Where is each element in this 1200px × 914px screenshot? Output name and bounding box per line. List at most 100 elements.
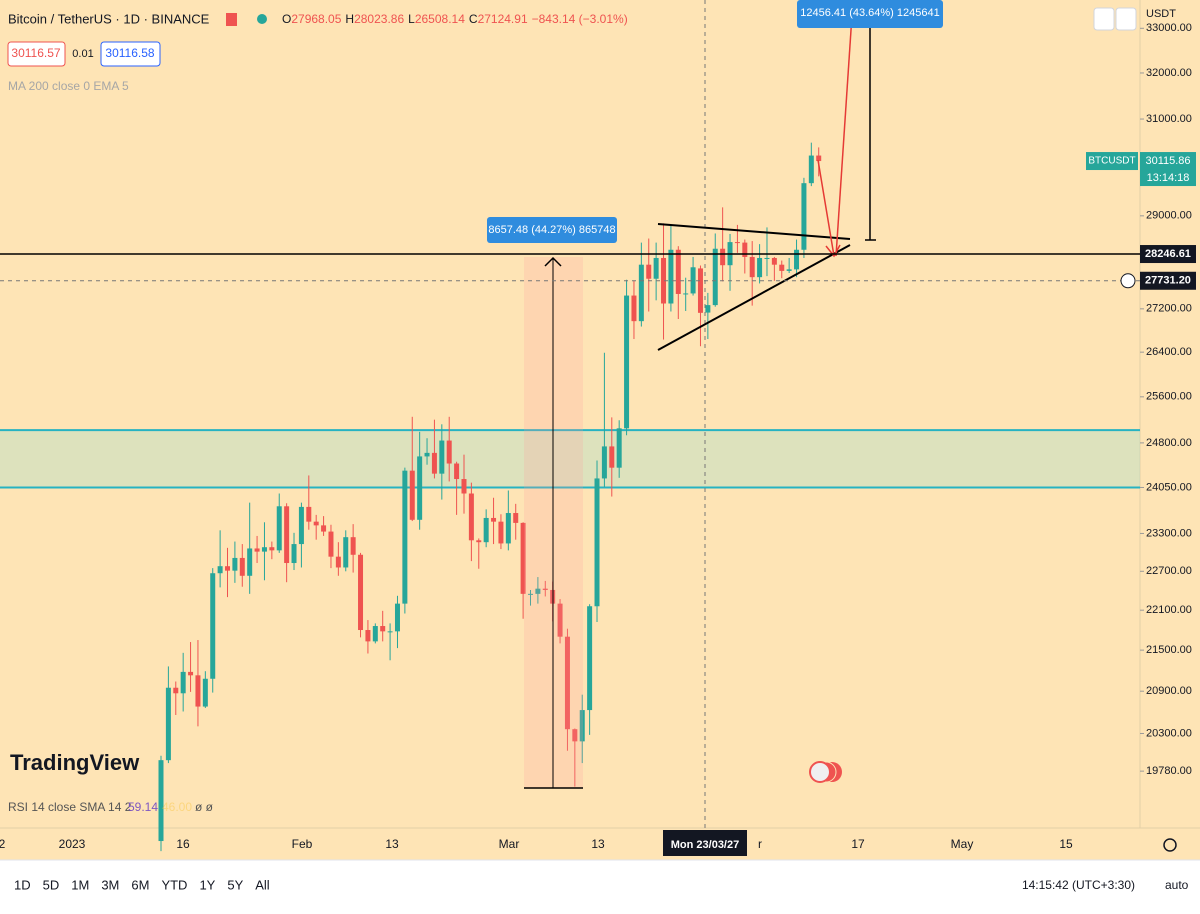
candle-body — [358, 554, 364, 631]
candle-body — [321, 525, 327, 532]
add-button[interactable] — [1120, 273, 1136, 289]
clock: 14:15:42 (UTC+3:30) — [1022, 878, 1135, 892]
spread: 0.01 — [72, 48, 93, 60]
candle-body — [505, 513, 511, 544]
button[interactable] — [1093, 7, 1115, 31]
range-button[interactable]: 1Y — [199, 877, 215, 892]
range-button[interactable]: 6M — [131, 877, 149, 892]
candle-body — [697, 268, 703, 313]
settings-icon[interactable] — [1163, 838, 1177, 852]
rsi-label: RSI 14 close SMA 14 2 — [8, 800, 132, 814]
rsi-sma: 46.00 — [162, 800, 192, 814]
buy-price[interactable]: 30116.58 — [105, 46, 154, 60]
scale-mode[interactable]: auto — [1165, 878, 1189, 892]
crosshair-label: 27731.20 — [1145, 275, 1191, 287]
candle-body — [417, 456, 423, 520]
candle-body — [668, 249, 674, 304]
crosshair-label-box — [1140, 271, 1196, 290]
candle-body — [801, 183, 807, 250]
candle-body — [616, 428, 622, 468]
candle-body — [335, 556, 341, 568]
candle-body — [720, 248, 726, 266]
ohlc-change: −843.14 (−3.01%) — [532, 12, 628, 26]
red-arrow — [817, 159, 835, 257]
candle-body — [298, 506, 304, 545]
candle-body — [394, 603, 400, 632]
candle-body — [542, 588, 548, 590]
candle-body — [771, 257, 777, 265]
plot — [0, 142, 1140, 852]
red-arrow-head — [825, 244, 841, 258]
ohlc-key: C — [469, 12, 478, 26]
candle-body — [468, 493, 474, 541]
ohlc: O27968.05 H28023.86 L26508.14 C27124.91 −843… — [282, 12, 628, 26]
candle-body — [491, 517, 497, 522]
level-label-box — [1140, 245, 1196, 264]
candle-body — [202, 678, 208, 707]
candle-body — [269, 547, 275, 551]
sell-price[interactable]: 30116.57 — [11, 46, 60, 60]
candle-body — [513, 513, 519, 523]
candle-body — [816, 155, 822, 162]
ohlc-key: O — [282, 12, 291, 26]
candle-body — [653, 257, 659, 279]
candle-body — [579, 710, 585, 742]
measure-label-box — [797, 0, 943, 28]
range-button[interactable]: 3M — [101, 877, 119, 892]
candle-body — [808, 155, 814, 184]
flag-icon — [226, 13, 237, 26]
candle-body — [232, 557, 238, 571]
x-tick-label: Mar — [499, 837, 520, 851]
candle-body — [557, 603, 563, 637]
candle-body — [794, 249, 800, 270]
x-tick-label: 2023 — [59, 837, 86, 851]
range-button[interactable]: 1D — [14, 877, 31, 892]
currency[interactable]: USDT — [1146, 8, 1176, 20]
candle-body — [424, 452, 430, 457]
candle-body — [195, 675, 201, 707]
candle-body — [520, 522, 526, 594]
candle-body — [572, 729, 578, 742]
x-tick-label: r — [758, 837, 762, 851]
ohlc-key: H — [345, 12, 354, 26]
measure-label-box — [487, 217, 617, 243]
last-price: 30115.86 — [1145, 155, 1190, 167]
candle-body — [306, 506, 312, 522]
buy-button[interactable] — [100, 41, 161, 67]
candle-body — [165, 687, 171, 761]
y-tick-label: 33000.00 — [1146, 22, 1192, 34]
status-dot — [257, 14, 267, 24]
sell-button[interactable] — [7, 41, 66, 67]
candle-body — [675, 249, 681, 294]
candle-body — [712, 248, 718, 306]
x-tick-label: 16 — [176, 837, 190, 851]
candle-body — [594, 478, 600, 607]
candle-body — [454, 463, 460, 480]
countdown: 13:14:18 — [1147, 172, 1190, 184]
range-button[interactable]: All — [255, 877, 270, 892]
candle-body — [757, 257, 763, 278]
candle-body — [313, 521, 319, 526]
candle-body — [439, 440, 445, 474]
candle-body — [247, 548, 253, 576]
zone — [0, 430, 1140, 488]
candle-body — [210, 573, 216, 679]
y-tick-label: 27200.00 — [1146, 303, 1192, 315]
candle-body — [350, 537, 356, 555]
range-button[interactable]: 5D — [43, 877, 60, 892]
range-button[interactable]: 5Y — [227, 877, 243, 892]
range-button[interactable]: YTD — [161, 877, 187, 892]
x-tick-label: 17 — [851, 837, 865, 851]
measure-label: 8657.48 (44.27%) 865748 — [488, 224, 615, 236]
button[interactable] — [1115, 7, 1137, 31]
range-buttons: 1D 5D 1M 3M 6M YTD 1Y 5Y All — [14, 877, 270, 892]
crosshair-date-box — [663, 830, 747, 856]
candle-body — [779, 264, 785, 271]
candle-body — [276, 506, 282, 551]
range-button[interactable]: 1M — [71, 877, 89, 892]
candle-body — [372, 626, 378, 642]
candle-body — [764, 257, 770, 259]
red-arrow — [835, 0, 854, 257]
